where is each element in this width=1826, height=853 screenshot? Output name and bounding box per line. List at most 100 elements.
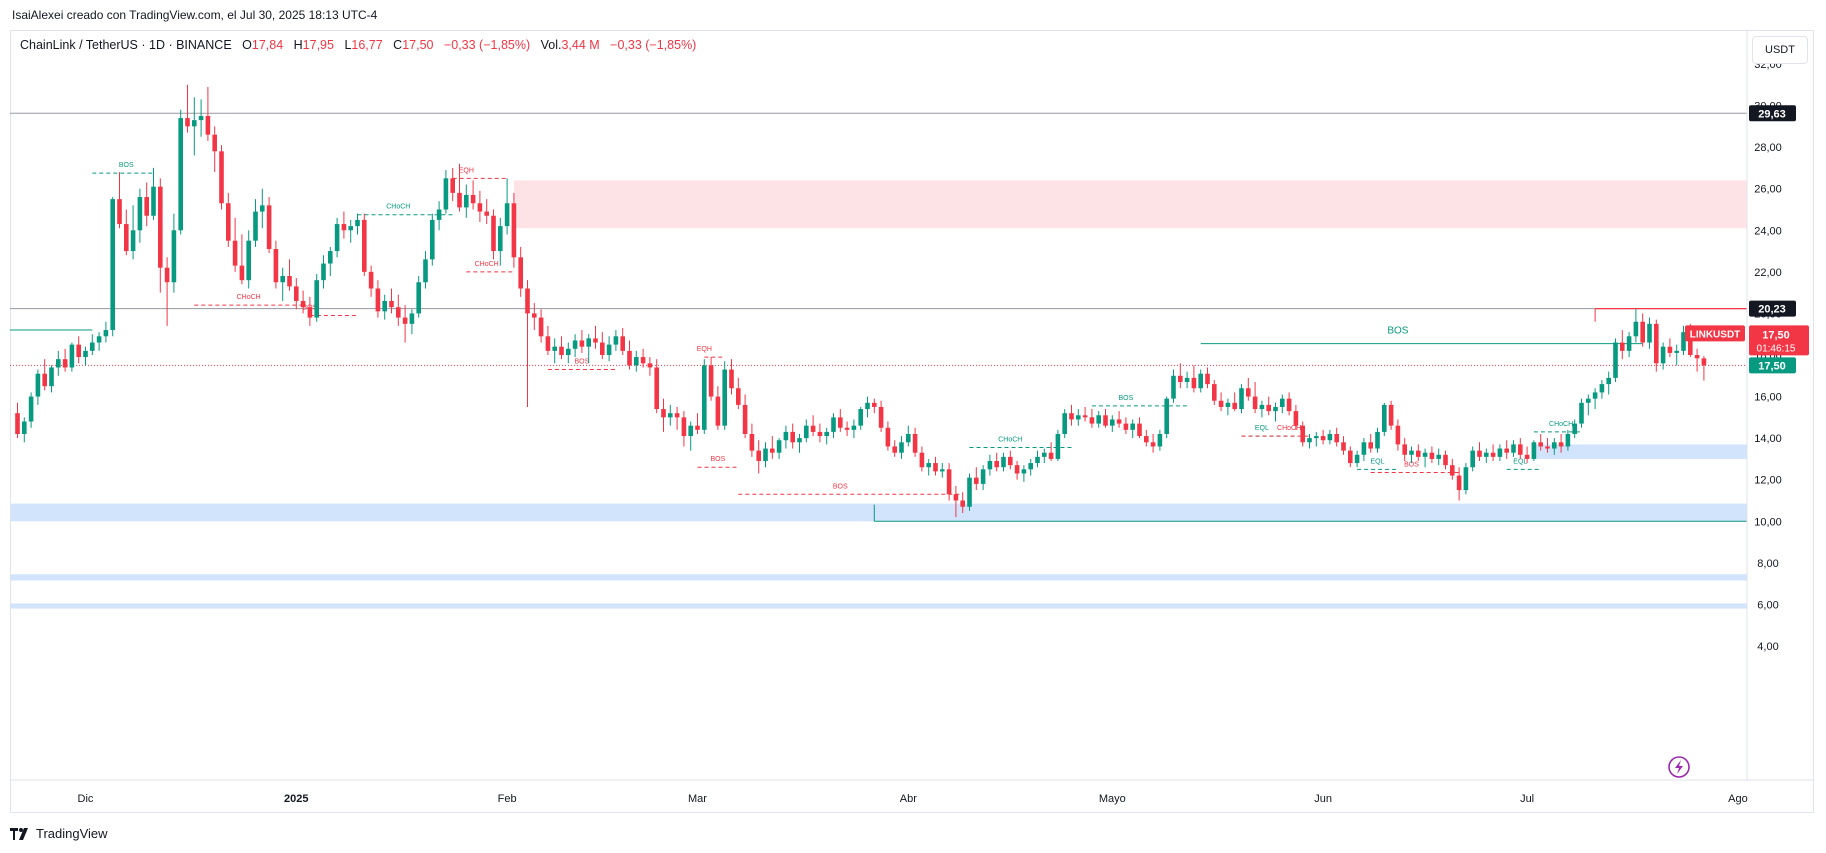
candle-body — [1130, 423, 1135, 430]
candle-body — [1184, 377, 1190, 383]
y-tick-label: 14,00 — [1754, 433, 1782, 445]
candle-body — [477, 203, 483, 212]
legend-open-label: O — [242, 38, 252, 52]
candle-body — [15, 413, 20, 434]
candle-body — [1368, 442, 1373, 449]
last-price-tag: 17,50 — [1762, 329, 1790, 341]
candle-body — [430, 219, 435, 260]
candle-body — [1654, 323, 1659, 364]
candle-body — [287, 276, 292, 287]
candle-body — [640, 357, 646, 364]
candle-body — [1300, 425, 1305, 443]
candle-body — [1062, 413, 1067, 434]
candle-body — [817, 431, 823, 437]
candle-body — [1103, 415, 1108, 426]
candle-body — [470, 194, 476, 204]
candle-body — [423, 259, 428, 283]
candle-body — [790, 431, 795, 443]
candle-body — [1361, 442, 1367, 455]
candle-body — [872, 402, 877, 407]
candle-body — [1416, 450, 1421, 457]
y-tick-label: 22,00 — [1754, 267, 1782, 279]
candle-body — [1076, 415, 1081, 420]
candle-body — [987, 461, 993, 470]
candle-body — [484, 211, 489, 216]
candle-body — [926, 463, 931, 468]
structure-label: CHoCH — [1277, 425, 1301, 432]
ohlc-legend: ChainLink / TetherUS · 1D · BINANCE O 17,… — [20, 38, 696, 52]
candle-body — [1422, 452, 1428, 457]
candle-body — [1382, 404, 1387, 432]
candle-body — [83, 350, 88, 358]
candle-body — [919, 452, 925, 468]
candle-body — [824, 431, 829, 437]
candle-body — [994, 461, 999, 468]
candle-body — [865, 402, 870, 410]
candle-body — [708, 365, 714, 397]
candle-body — [1055, 433, 1061, 459]
candle-body — [362, 219, 367, 272]
candle-body — [457, 192, 462, 208]
y-tick-label: 28,00 — [1754, 142, 1782, 154]
candle-body — [1518, 444, 1523, 455]
lightning-icon[interactable] — [1668, 756, 1690, 778]
last-price-tag-bg — [1749, 325, 1809, 356]
candle-body — [668, 413, 673, 418]
candle-body — [1280, 398, 1285, 407]
price-tag-level-mid-bg — [1749, 300, 1796, 317]
candle-body — [702, 365, 707, 430]
candle-body — [1456, 475, 1462, 491]
candle-body — [1239, 388, 1244, 410]
candle-body — [674, 413, 680, 418]
candle-body — [1150, 442, 1156, 447]
candle-body — [300, 300, 306, 308]
candle-body — [1647, 323, 1652, 343]
candle-body — [1429, 452, 1435, 459]
last-price-tag2: 17,50 — [1758, 360, 1786, 372]
legend-symbol[interactable]: ChainLink / TetherUS · 1D · BINANCE — [20, 38, 232, 52]
candle-body — [436, 209, 442, 220]
candle-body — [1552, 442, 1557, 449]
candle-body — [260, 205, 265, 212]
candle-body — [1205, 373, 1210, 385]
candle-body — [606, 344, 612, 355]
price-tag-level-high-bg — [1749, 105, 1796, 122]
candle-body — [1021, 469, 1027, 474]
candle-body — [1164, 398, 1169, 434]
structure-label: CHoCH — [386, 204, 410, 211]
candle-body — [552, 346, 557, 351]
structure-label: BOS — [1119, 395, 1134, 402]
candle-body — [124, 224, 129, 252]
x-tick-label: Feb — [498, 793, 517, 805]
candle-body — [402, 317, 408, 324]
candle-body — [328, 251, 333, 264]
candle-body — [967, 477, 972, 507]
candle-body — [1613, 342, 1618, 378]
candle-body — [232, 240, 238, 266]
candle-body — [1354, 454, 1360, 464]
candle-body — [294, 286, 299, 301]
candle-body — [511, 203, 517, 258]
candle-body — [409, 313, 415, 324]
candle-body — [1470, 450, 1475, 468]
candle-body — [1314, 436, 1319, 439]
candle-body — [804, 425, 809, 439]
candle-body — [389, 300, 394, 308]
structure-label: BOS — [575, 359, 590, 366]
candle-body — [246, 240, 251, 281]
legend-change: −0,33 (−1,85%) — [443, 38, 531, 52]
candle-body — [1667, 346, 1673, 353]
candle-body — [171, 230, 177, 283]
y-tick-label: 8,00 — [1757, 558, 1778, 570]
candle-body — [1545, 446, 1550, 449]
legend-low-label: L — [344, 38, 352, 52]
candle-body — [1395, 425, 1401, 445]
candle-body — [647, 363, 653, 368]
candle-body — [681, 417, 687, 437]
tradingview-brand[interactable]: TradingView — [10, 826, 108, 841]
currency-unit-button[interactable]: USDT — [1752, 36, 1808, 64]
candle-body — [1348, 450, 1353, 464]
legend-close: 17,50 — [402, 38, 434, 52]
candle-body — [620, 336, 625, 351]
